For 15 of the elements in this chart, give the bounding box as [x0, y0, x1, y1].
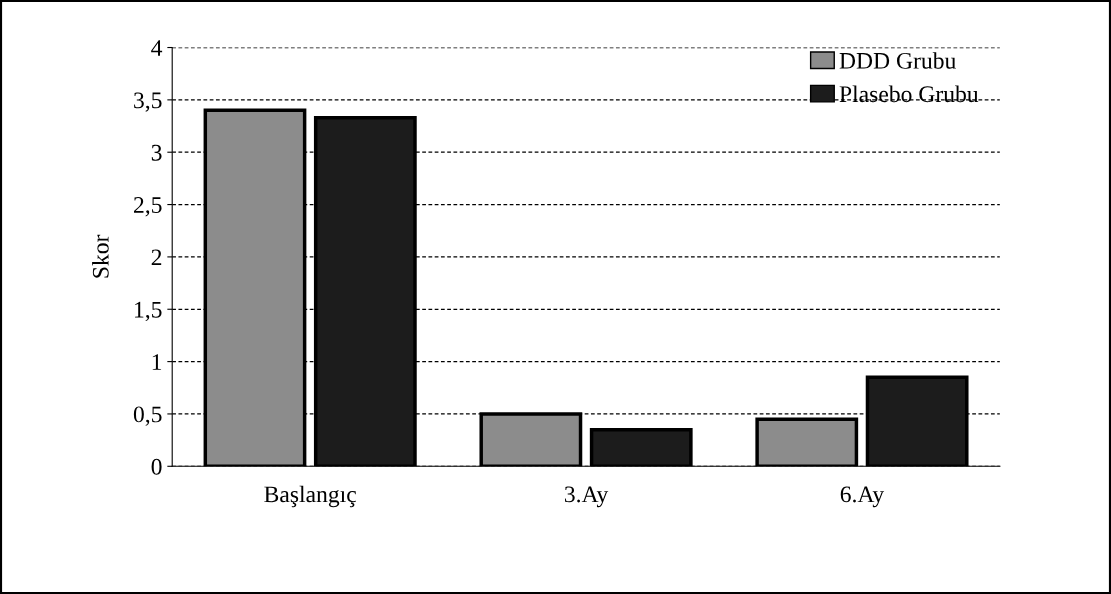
x-tick-label: 3.Ay [564, 486, 609, 508]
y-tick-label: 4 [151, 40, 163, 56]
y-tick-label: 3 [151, 144, 162, 161]
y-tick-label: 2,5 [134, 197, 162, 217]
y-tick-label: 1,5 [135, 301, 162, 322]
x-tick-label: 6.Ay [840, 486, 885, 508]
y-tick-label: 2 [151, 249, 162, 266]
y-tick-label: 3,5 [134, 92, 162, 112]
y-tick-label: 0,5 [133, 406, 162, 426]
y-tick-label: 0 [151, 458, 162, 475]
legend-label: DDD Grubu [839, 52, 956, 69]
y-axis-title: Skor [92, 234, 109, 278]
legend-label: Plasebo Grubu [839, 85, 979, 103]
x-tick-label: Başlangıç [264, 485, 356, 508]
y-tick-label: 1 [152, 354, 162, 370]
